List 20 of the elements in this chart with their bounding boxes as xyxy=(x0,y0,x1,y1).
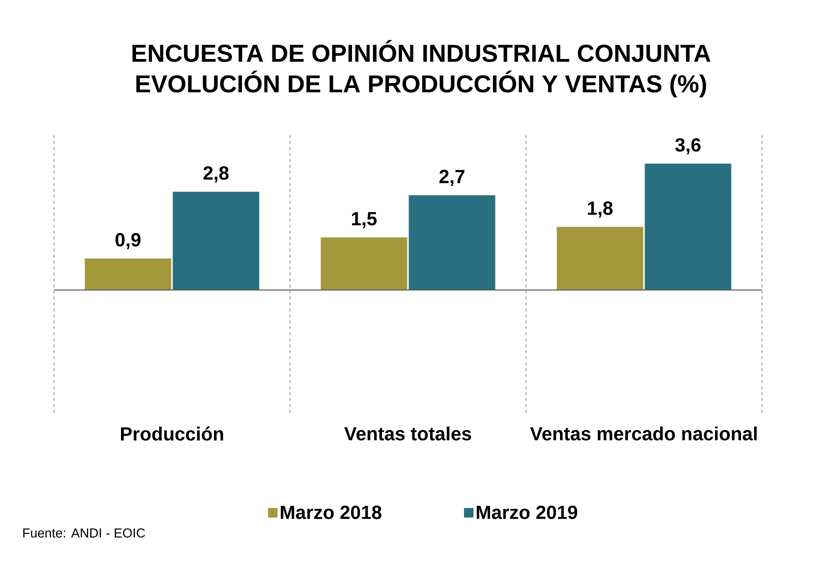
data-label: 1,5 xyxy=(352,212,377,228)
legend-label: Marzo 2018 xyxy=(280,506,382,520)
bar xyxy=(84,258,172,290)
bar xyxy=(556,226,644,290)
bar xyxy=(172,192,260,290)
x-tick-label: Ventas mercado nacional xyxy=(530,426,757,440)
bar xyxy=(644,164,732,290)
x-tick-label: Producción xyxy=(121,426,224,441)
chart-title: ENCUESTA DE OPINIÓN INDUSTRIAL CONJUNTA xyxy=(132,40,710,62)
data-label: 0,9 xyxy=(116,233,141,250)
legend-label: Marzo 2019 xyxy=(476,506,578,520)
bar xyxy=(320,237,408,290)
data-label: 1,8 xyxy=(588,201,613,218)
chart-subtitle: EVOLUCIÓN DE LA PRODUCCIÓN Y VENTAS (%) xyxy=(136,70,706,98)
bar xyxy=(408,195,496,290)
source-note: Fuente: ANDI - EOIC xyxy=(23,528,146,538)
x-tick-label: Ventas totales xyxy=(344,426,472,440)
data-label: 2,7 xyxy=(439,170,464,186)
data-label: 2,8 xyxy=(203,166,229,182)
data-label: 3,6 xyxy=(675,138,701,154)
